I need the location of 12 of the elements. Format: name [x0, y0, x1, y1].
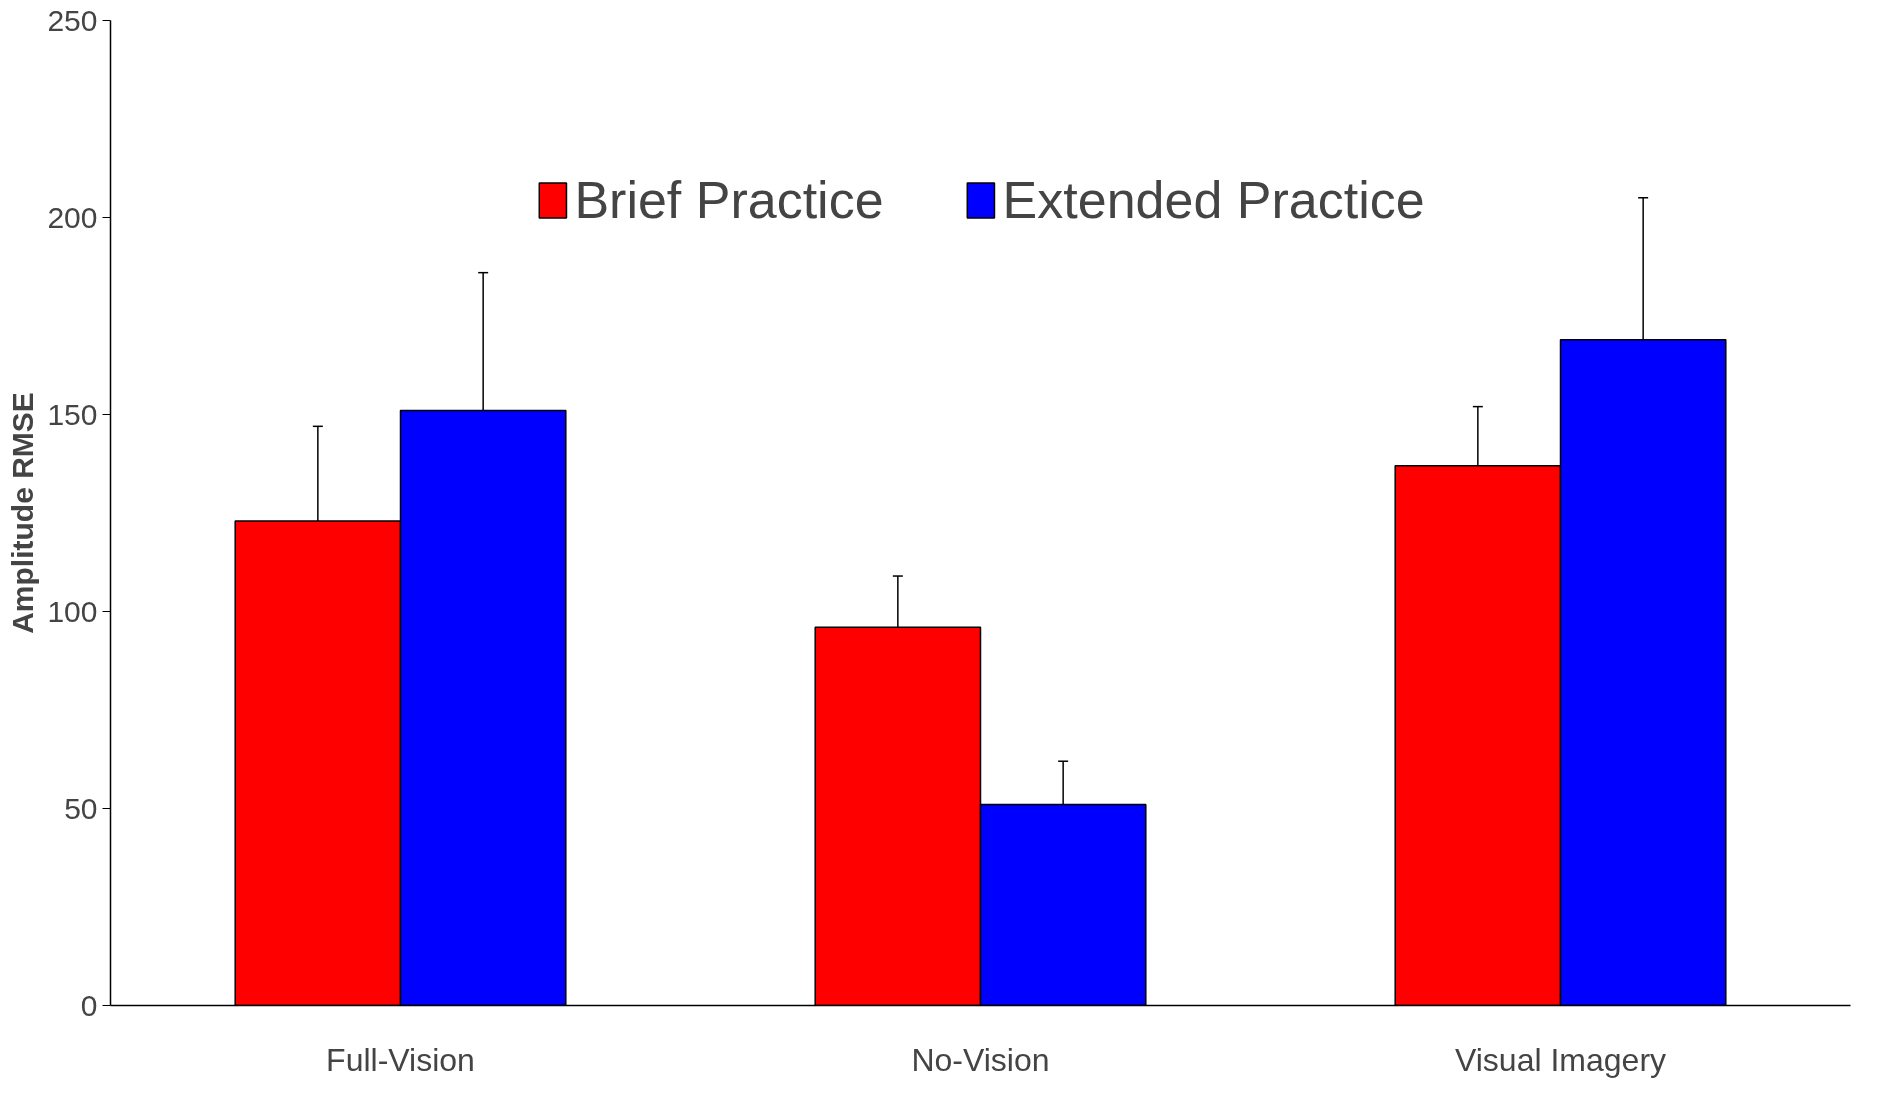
x-tick-label: Visual Imagery — [1454, 1041, 1667, 1078]
x-tick-label: Full-Vision — [326, 1041, 475, 1078]
y-tick-label: 50 — [64, 791, 98, 825]
y-axis-title: Amplitude RMSE — [6, 392, 40, 634]
y-tick-label: 250 — [47, 3, 98, 37]
x-tick-label: No-Vision — [911, 1041, 1050, 1078]
y-tick-label: 150 — [47, 397, 98, 431]
y-tick-label: 200 — [47, 200, 98, 234]
legend-label: Extended Practice — [1002, 170, 1425, 230]
y-tick-label: 100 — [47, 594, 98, 628]
y-tick-label: 0 — [80, 988, 98, 1022]
legend-label: Brief Practice — [574, 170, 884, 230]
